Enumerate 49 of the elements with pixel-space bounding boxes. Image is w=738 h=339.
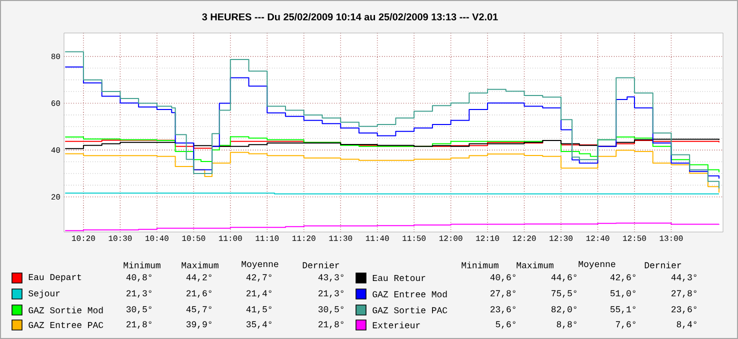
text: 51,0° [610,290,636,298]
text: 21,8° [318,321,344,329]
legend-label: Eau Depart [28,274,82,282]
legend-label: GAZ Entree Mod [372,290,447,298]
text: 23,6° [490,306,516,314]
text: 8,4° [676,321,696,329]
text: 8,8° [556,321,576,329]
legend-label: GAZ Entree PAC [28,322,104,328]
text: 35,4° [246,321,272,329]
legend-label: Exterieur [372,322,420,328]
text: Moyenne [578,261,616,269]
legend-label: Eau Retour [372,274,426,282]
text: 45,7° [186,306,212,314]
text: 21,4° [246,290,272,298]
text: Maximum [182,262,218,268]
text: Dernier [302,262,340,268]
text: 44,3° [671,274,696,282]
text: 42,7° [246,274,272,282]
text: 39,9° [186,321,212,329]
text: Moyenne [242,261,278,269]
text: 44,2° [186,274,212,282]
legend-label: Sejour [28,290,60,298]
text: 27,8° [490,290,516,298]
text: 21,3° [318,290,344,298]
legend-label: GAZ Sortie PAC [372,306,448,314]
text: 55,1° [610,306,636,314]
text: 7,6° [616,321,636,329]
text: 23,6° [672,306,696,314]
text: 5,6° [496,321,516,329]
text: 30,5° [126,306,152,314]
text: 40,6° [490,274,516,282]
text: 21,3° [126,290,152,298]
text: 27,8° [672,290,696,298]
text: 30,5° [318,306,344,314]
text: Minimum [124,262,160,268]
text: Minimum [462,262,498,268]
text: 42,6° [610,274,636,282]
text: Maximum [516,262,554,268]
text: 41,5° [246,306,272,314]
text: 40,8° [126,274,152,282]
legend-label: GAZ Sortie Mod [28,306,103,314]
text: Dernier [644,262,682,268]
text: 82,0° [551,306,576,314]
text: 75,5° [552,290,576,298]
text: 43,3° [318,274,344,282]
text: 21,8° [126,321,152,329]
text: 21,6° [186,290,212,298]
chart-title: 3 HEURES --- Du 25/02/2009 10:14 au 25/02/2009 13:13 --- V2.01 [202,13,498,21]
text: 44,6° [551,274,576,282]
